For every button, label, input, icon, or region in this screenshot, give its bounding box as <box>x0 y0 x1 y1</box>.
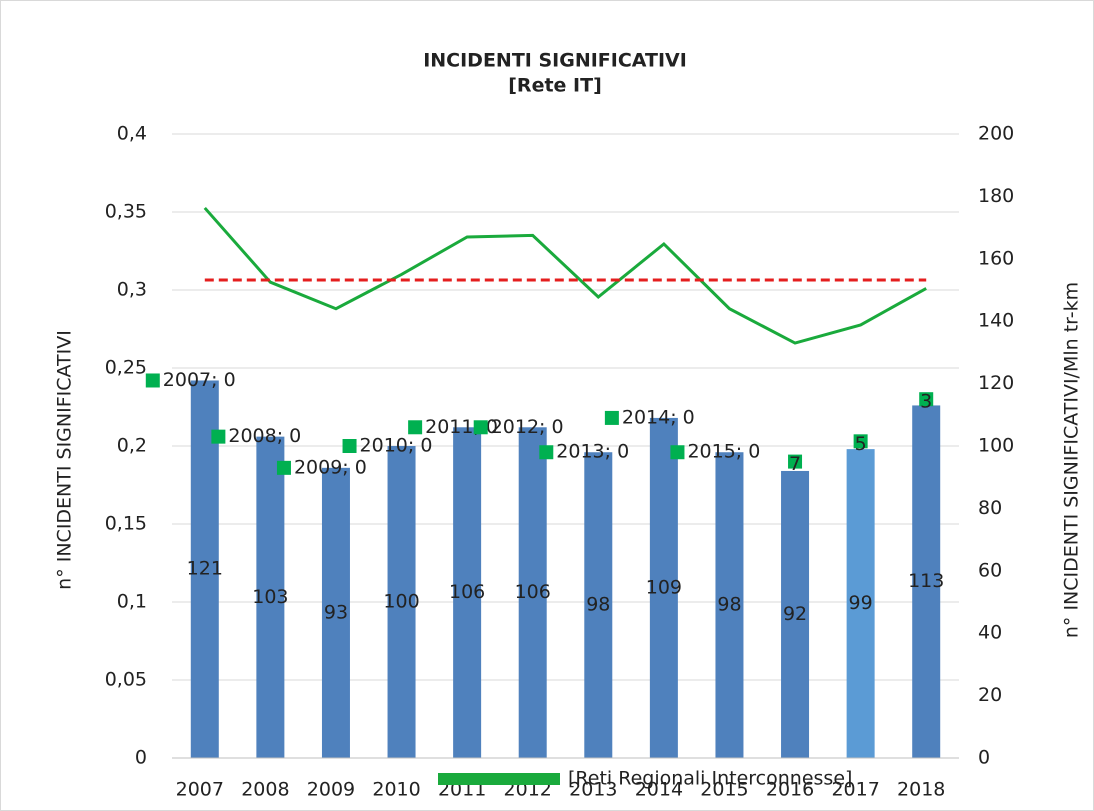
y2-tick-label: 60 <box>978 559 1002 581</box>
y2-tick-label: 140 <box>978 310 1014 332</box>
bar-value-label: 106 <box>449 581 485 603</box>
y2-tick-label: 40 <box>978 622 1002 644</box>
marker <box>473 420 488 435</box>
y-tick-label: 0,15 <box>105 513 147 535</box>
bar <box>387 446 416 758</box>
marker-label: 2009; 0 <box>294 456 367 478</box>
x-tick-label: 2015 <box>700 779 748 801</box>
x-tick-label: 2008 <box>241 779 289 801</box>
y-tick-label: 0,25 <box>105 357 147 379</box>
bar <box>321 467 350 758</box>
y2-tick-label: 120 <box>978 372 1014 394</box>
marker <box>670 445 685 460</box>
marker-label: 5 <box>855 433 867 455</box>
y2-tick-label: 20 <box>978 684 1002 706</box>
marker-label: 2013; 0 <box>556 441 629 463</box>
bar <box>584 452 613 758</box>
marker-label: 2014; 0 <box>622 406 695 428</box>
bar <box>781 470 810 758</box>
marker <box>145 373 160 388</box>
chart-subtitle: [Rete IT] <box>508 75 602 97</box>
bar <box>846 449 875 758</box>
y2-tick-label: 80 <box>978 497 1002 519</box>
y2-axis-title: n° INCIDENTI SIGNIFICATIVI/Mln tr-km <box>1061 282 1083 638</box>
y-tick-label: 0,3 <box>117 279 147 301</box>
marker-label: 2015; 0 <box>687 441 760 463</box>
bar-value-label: 98 <box>586 594 610 616</box>
marker-label: 2008; 0 <box>228 425 301 447</box>
marker-label: 3 <box>920 391 932 413</box>
y2-tick-label: 200 <box>978 123 1014 145</box>
x-tick-label: 2007 <box>176 779 224 801</box>
marker <box>342 439 357 453</box>
bar <box>256 436 285 758</box>
bar <box>453 427 482 758</box>
x-tick-label: 2009 <box>307 779 355 801</box>
bar <box>715 452 744 758</box>
line-series <box>203 206 927 345</box>
legend-label: [Reti Regionali Interconnesse] <box>568 768 852 790</box>
marker-label: 2007; 0 <box>163 369 236 391</box>
marker-label: 2010; 0 <box>360 435 433 457</box>
y2-tick-label: 100 <box>978 435 1014 457</box>
bar-value-label: 93 <box>324 601 348 623</box>
marker <box>211 429 226 444</box>
y2-tick-label: 160 <box>978 247 1014 269</box>
x-tick-label: 2013 <box>569 779 617 801</box>
x-tick-label: 2017 <box>831 779 879 801</box>
marker <box>604 410 619 425</box>
y-tick-label: 0,4 <box>117 123 147 145</box>
bar-value-label: 99 <box>849 592 873 614</box>
marker <box>919 392 934 407</box>
x-tick-label: 2016 <box>766 779 814 801</box>
chart-title: INCIDENTI SIGNIFICATIVI <box>423 50 687 72</box>
y2-tick-label: 0 <box>978 747 990 769</box>
bar-value-label: 100 <box>383 591 419 613</box>
bar-value-label: 121 <box>187 558 223 580</box>
y2-tick-label: 180 <box>978 185 1014 207</box>
bar-value-label: 92 <box>783 603 807 625</box>
bar-value-label: 103 <box>252 586 288 608</box>
marker-label: 2012; 0 <box>491 416 564 438</box>
marker <box>276 460 291 475</box>
bar-value-label: 109 <box>646 576 682 598</box>
marker <box>539 445 554 460</box>
y-tick-label: 0 <box>135 747 147 769</box>
bar-value-label: 113 <box>908 570 944 592</box>
y-tick-label: 0,05 <box>105 669 147 691</box>
y-axis-title: n° INCIDENTI SIGNIFICATIVI <box>54 330 76 590</box>
marker <box>788 454 803 469</box>
x-tick-label: 2018 <box>897 779 945 801</box>
marker <box>408 420 423 435</box>
y-tick-label: 0,35 <box>105 201 147 223</box>
bar <box>912 405 941 758</box>
bar-value-label: 98 <box>717 594 741 616</box>
bar <box>518 427 547 758</box>
y-tick-label: 0,1 <box>117 591 147 613</box>
bar-value-label: 106 <box>515 581 551 603</box>
marker-label: 7 <box>789 453 801 475</box>
bar <box>649 417 678 758</box>
y-tick-label: 0,2 <box>117 435 147 457</box>
marker <box>853 434 868 449</box>
x-tick-label: 2010 <box>372 779 420 801</box>
x-tick-label: 2014 <box>635 779 683 801</box>
